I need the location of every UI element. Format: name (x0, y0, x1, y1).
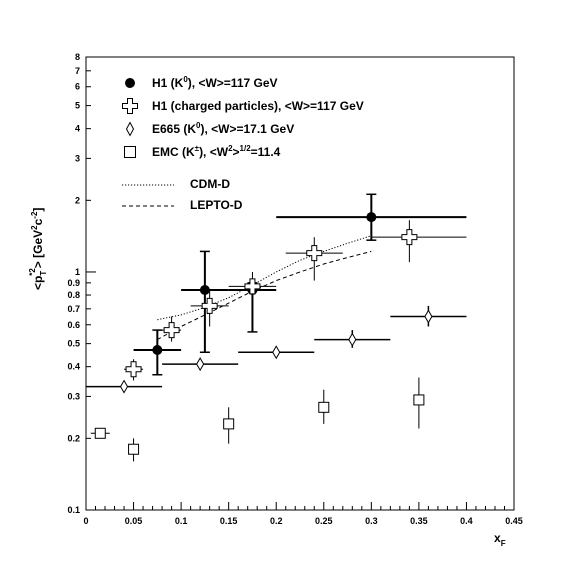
y-tick-label: 0.9 (67, 278, 80, 288)
x-tick-label: 0.2 (270, 516, 283, 526)
x-tick-label: 0.45 (505, 516, 523, 526)
legend-label-h1-charged: H1 (charged particles), <W>=117 GeV (152, 99, 364, 113)
h1-charged-point (244, 278, 261, 295)
e665-point (196, 357, 205, 372)
axis-tick-labels: 0 0.05 0.1 0.15 0.2 0.25 0.3 0.35 0.4 0.450.10.20… (67, 52, 522, 526)
y-tick-label: 0.2 (67, 433, 80, 443)
h1-charged-point (163, 322, 180, 339)
e665-point (272, 345, 281, 360)
emc-point (94, 427, 106, 439)
h1-charged-point (201, 297, 218, 314)
legend-marker-emc (124, 146, 136, 158)
h1-k0-point (366, 212, 377, 223)
data-points (94, 212, 433, 455)
x-tick-label: 0.05 (125, 516, 143, 526)
emc-point (318, 401, 330, 413)
emc-point (413, 394, 425, 406)
y-tick-label: 5 (75, 101, 80, 111)
emc-point (223, 418, 235, 430)
legend-label-lepto: LEPTO-D (190, 198, 243, 212)
emc-point (128, 443, 140, 455)
legend-marker-h1-charged (122, 98, 138, 114)
y-tick-label: 8 (75, 52, 80, 62)
y-tick-label: 2 (75, 195, 80, 205)
model-curves (157, 235, 372, 341)
x-tick-label: 0.15 (220, 516, 238, 526)
y-tick-label: 0.8 (67, 290, 80, 300)
legend-label-cdm: CDM-D (190, 177, 230, 191)
legend-label-h1-k0: H1 (K0), <W>=117 GeV (152, 75, 278, 90)
y-tick-label: 0.3 (67, 391, 80, 401)
axis-ticks (85, 56, 515, 511)
e665-point (424, 309, 433, 324)
x-axis-title: xF (494, 531, 506, 548)
x-tick-label: 0 (83, 516, 88, 526)
y-tick-label: 0.1 (67, 505, 80, 515)
h1-charged-point (401, 229, 418, 246)
curve-cdm-d (157, 235, 372, 321)
e665-point (119, 379, 129, 394)
h1-k0-point (199, 284, 210, 295)
y-tick-label: 0.5 (67, 339, 80, 349)
legend: H1 (K0), <W>=117 GeV H1 (charged particl… (122, 75, 364, 212)
legend-marker-e665 (125, 121, 135, 137)
e665-point (348, 332, 357, 347)
y-tick-label: 3 (75, 153, 80, 163)
curve-lepto-d (157, 250, 372, 341)
y-axis-title: <pT*2> [GeV2c-2] (28, 208, 48, 290)
plot-frame (85, 56, 515, 511)
y-tick-label: 0.6 (67, 320, 80, 330)
legend-marker-h1-k0 (125, 78, 135, 88)
x-tick-label: 0.35 (410, 516, 428, 526)
x-tick-label: 0.4 (460, 516, 473, 526)
y-tick-label: 0.7 (67, 304, 80, 314)
y-tick-label: 1 (75, 267, 80, 277)
y-tick-label: 7 (75, 66, 80, 76)
x-tick-label: 0.25 (315, 516, 333, 526)
y-tick-label: 6 (75, 82, 80, 92)
h1-charged-point (306, 245, 323, 262)
x-tick-label: 0.3 (365, 516, 378, 526)
legend-label-emc: EMC (K±), <W2>1/2=11.4 (152, 144, 281, 159)
legend-label-e665: E665 (K0), <W>=17.1 GeV (152, 121, 294, 136)
h1-k0-point (152, 345, 163, 356)
y-tick-label: 0.4 (67, 362, 80, 372)
y-tick-label: 4 (75, 124, 80, 134)
h1-charged-point (125, 361, 142, 378)
x-tick-label: 0.1 (175, 516, 188, 526)
